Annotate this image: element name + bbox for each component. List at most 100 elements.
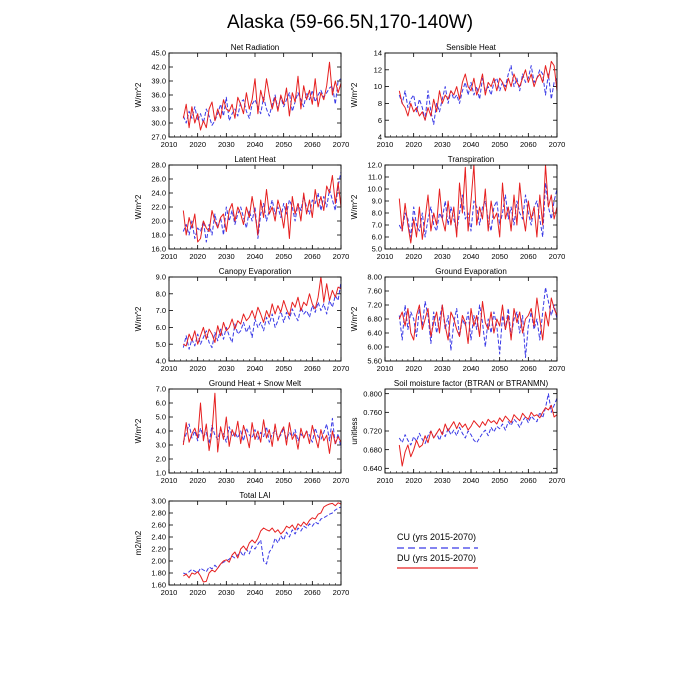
chart-2-xtick-label: 2040 <box>463 140 480 149</box>
chart-3-ytick-label: 20.0 <box>151 217 166 226</box>
chart-5-frame <box>168 276 342 362</box>
chart-1-ytick-label: 27.0 <box>151 133 166 142</box>
chart-4-ytick-label: 7.0 <box>372 221 382 230</box>
chart-3-ytick-label: 24.0 <box>151 189 166 198</box>
chart-1-xtick-label: 2020 <box>189 140 206 149</box>
chart-2-series-du-line <box>398 60 558 121</box>
chart-3-frame <box>168 164 342 250</box>
chart-4-title: Transpiration <box>448 155 494 164</box>
chart-2-xtick-label: 2030 <box>434 140 451 149</box>
chart-7-ytick-label: 4.0 <box>156 427 166 436</box>
legend-cu-label: CU (yrs 2015-2070) <box>397 532 476 542</box>
chart-9-xtick-label: 2030 <box>218 588 235 597</box>
chart-7-xtick-label: 2010 <box>161 476 178 485</box>
chart-6-xtick-label: 2040 <box>463 364 480 373</box>
chart-4-ytick-label: 12.0 <box>367 161 382 170</box>
chart-1-xtick-label: 2070 <box>333 140 350 149</box>
chart-3-xtick-label: 2030 <box>218 252 235 261</box>
chart-8-title: Soil moisture factor (BTRAN or BTRANMN) <box>394 379 549 388</box>
chart-5-ytick-label: 6.0 <box>156 323 166 332</box>
chart-9: Total LAI m2/m2 2010 2020 2030 2040 2050 2060 20… <box>134 491 349 597</box>
chart-9-xtick-label: 2050 <box>275 588 292 597</box>
chart-6-xtick-label: 2020 <box>405 364 422 373</box>
chart-4-series-du-line <box>398 164 558 244</box>
chart-8-frame <box>384 388 558 474</box>
chart-3-xtick-label: 2050 <box>275 252 292 261</box>
chart-1-xtick-label: 2040 <box>247 140 264 149</box>
chart-4-xtick-label: 2060 <box>520 252 537 261</box>
chart-5-ytick-label: 4.0 <box>156 357 166 366</box>
chart-2-ytick-label: 4 <box>378 133 382 142</box>
chart-4-ytick-label: 9.0 <box>372 197 382 206</box>
chart-9-ytick-label: 1.60 <box>151 581 166 590</box>
legend-du-label: DU (yrs 2015-2070) <box>397 553 476 563</box>
chart-8-ytick-label: 0.680 <box>363 445 382 454</box>
chart-5-xtick-label: 2020 <box>189 364 206 373</box>
chart-7-ytick-label: 5.0 <box>156 413 166 422</box>
chart-4-xtick-label: 2050 <box>491 252 508 261</box>
chart-9-xtick-label: 2020 <box>189 588 206 597</box>
chart-8-ytick-label: 0.720 <box>363 427 382 436</box>
chart-1-title: Net Radiation <box>231 43 279 52</box>
chart-9-ytick-label: 2.80 <box>151 509 166 518</box>
chart-9-ytick-label: 2.00 <box>151 557 166 566</box>
chart-9-xtick-label: 2070 <box>333 588 350 597</box>
chart-7-ytick-label: 7.0 <box>156 385 166 394</box>
chart-5-series-cu-line <box>182 281 342 350</box>
chart-6-frame <box>384 276 558 362</box>
chart-8-ytick-label: 0.800 <box>363 389 382 398</box>
chart-3-xtick-label: 2040 <box>247 252 264 261</box>
chart-2: Sensible Heat W/m^2 2010 2020 2030 2040 2050 20… <box>350 43 565 149</box>
chart-7-frame <box>168 388 342 474</box>
chart-7-ytick-label: 2.0 <box>156 455 166 464</box>
chart-6-ytick-label: 5.60 <box>367 357 382 366</box>
chart-1-ylabel: W/m^2 <box>134 82 143 107</box>
chart-7-xtick-label: 2040 <box>247 476 264 485</box>
chart-9-title: Total LAI <box>239 491 270 500</box>
chart-5-ytick-label: 8.0 <box>156 289 166 298</box>
chart-9-ylabel: m2/m2 <box>134 530 143 555</box>
chart-7-series-cu-line <box>182 417 342 448</box>
chart-4-xtick-label: 2020 <box>405 252 422 261</box>
chart-5-xtick-label: 2040 <box>247 364 264 373</box>
chart-9-xtick-label: 2010 <box>161 588 178 597</box>
chart-6-xtick-label: 2050 <box>491 364 508 373</box>
chart-8-xtick-label: 2050 <box>491 476 508 485</box>
chart-3-ytick-label: 28.0 <box>151 161 166 170</box>
chart-3-xtick-label: 2020 <box>189 252 206 261</box>
chart-2-ytick-label: 6 <box>378 116 382 125</box>
chart-9-ytick-label: 3.00 <box>151 497 166 506</box>
chart-3-ytick-label: 16.0 <box>151 245 166 254</box>
chart-1-ytick-label: 39.0 <box>151 77 166 86</box>
chart-7-xtick-label: 2050 <box>275 476 292 485</box>
chart-3-xtick-label: 2010 <box>161 252 178 261</box>
chart-6-ylabel: W/m^2 <box>350 306 359 331</box>
chart-6-ytick-label: 7.20 <box>367 301 382 310</box>
chart-8-series-cu-line <box>398 393 558 446</box>
chart-2-xtick-label: 2070 <box>549 140 566 149</box>
chart-4-xtick-label: 2040 <box>463 252 480 261</box>
chart-6-xtick-label: 2060 <box>520 364 537 373</box>
chart-3-ytick-label: 26.0 <box>151 175 166 184</box>
chart-3-ytick-label: 18.0 <box>151 231 166 240</box>
chart-1-series-cu-line <box>182 78 342 126</box>
chart-6-xtick-label: 2010 <box>377 364 394 373</box>
chart-2-xtick-label: 2010 <box>377 140 394 149</box>
chart-6-ytick-label: 8.00 <box>367 273 382 282</box>
chart-1-xtick-label: 2010 <box>161 140 178 149</box>
chart-2-xtick-label: 2020 <box>405 140 422 149</box>
chart-8-xtick-label: 2070 <box>549 476 566 485</box>
chart-9-ytick-label: 2.60 <box>151 521 166 530</box>
chart-4-xtick-label: 2070 <box>549 252 566 261</box>
chart-2-xtick-label: 2050 <box>491 140 508 149</box>
chart-6-series-cu-line <box>398 287 558 358</box>
chart-4-ytick-label: 11.0 <box>368 173 382 182</box>
chart-8-ylabel: unitless <box>350 417 359 444</box>
chart-1: Net Radiation W/m^2 2010 2020 2030 2040 2050 20… <box>134 43 349 149</box>
chart-7-xtick-label: 2020 <box>189 476 206 485</box>
chart-5-series-du-line <box>183 276 342 347</box>
chart-9-ytick-label: 2.40 <box>151 533 166 542</box>
chart-3-ylabel: W/m^2 <box>134 194 143 219</box>
chart-4-frame <box>384 164 558 250</box>
chart-9-xtick-label: 2060 <box>304 588 321 597</box>
